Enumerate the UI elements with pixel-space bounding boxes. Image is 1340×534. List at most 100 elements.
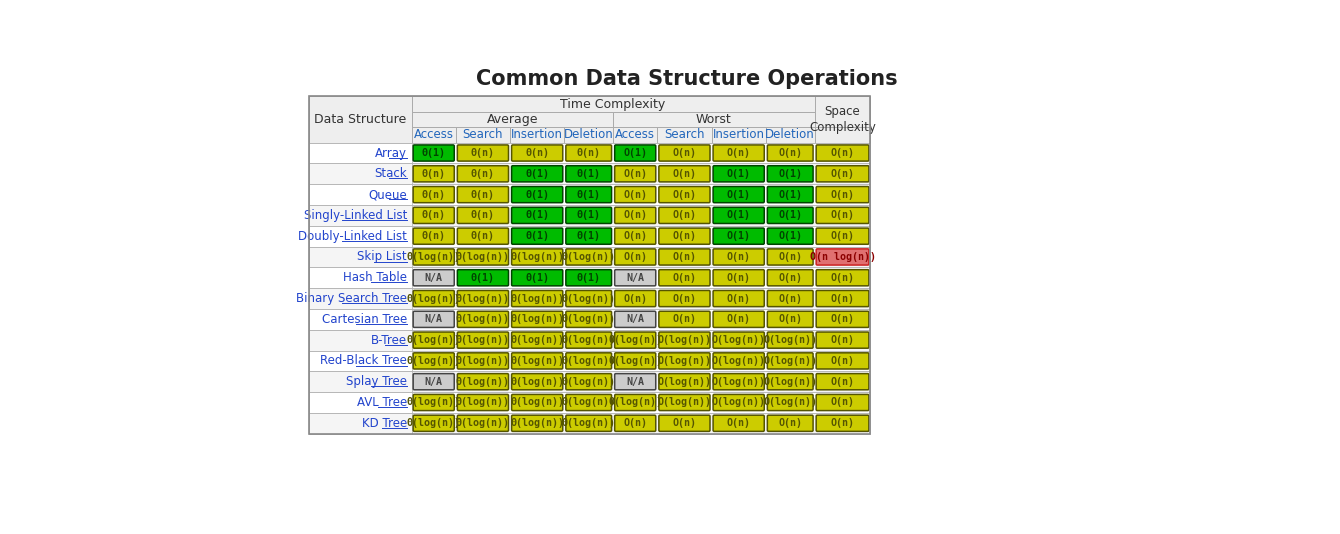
FancyBboxPatch shape xyxy=(816,270,868,286)
Text: Θ(1): Θ(1) xyxy=(576,273,600,283)
FancyBboxPatch shape xyxy=(615,311,655,327)
FancyBboxPatch shape xyxy=(816,395,868,411)
Text: Θ(1): Θ(1) xyxy=(576,190,600,200)
Text: Space
Complexity: Space Complexity xyxy=(809,105,876,134)
Text: O(1): O(1) xyxy=(779,169,803,179)
Text: O(n): O(n) xyxy=(831,169,855,179)
Text: O(n): O(n) xyxy=(623,190,647,200)
FancyBboxPatch shape xyxy=(768,186,813,203)
FancyBboxPatch shape xyxy=(457,332,508,348)
Bar xyxy=(411,112,614,127)
FancyBboxPatch shape xyxy=(713,166,764,182)
Text: O(1): O(1) xyxy=(623,148,647,158)
FancyBboxPatch shape xyxy=(816,353,868,369)
Text: O(n): O(n) xyxy=(726,418,750,428)
FancyBboxPatch shape xyxy=(413,311,454,327)
Text: O(n): O(n) xyxy=(673,294,697,303)
FancyBboxPatch shape xyxy=(713,374,764,390)
FancyBboxPatch shape xyxy=(565,415,611,431)
Bar xyxy=(511,127,564,143)
Text: O(n): O(n) xyxy=(779,294,803,303)
FancyBboxPatch shape xyxy=(615,415,655,431)
Text: O(log(n)): O(log(n)) xyxy=(764,376,817,387)
Bar xyxy=(411,97,815,112)
FancyBboxPatch shape xyxy=(565,249,611,265)
Text: Θ(log(n)): Θ(log(n)) xyxy=(511,335,564,345)
FancyBboxPatch shape xyxy=(713,249,764,265)
FancyBboxPatch shape xyxy=(713,332,764,348)
Text: Θ(1): Θ(1) xyxy=(576,231,600,241)
Text: Time Complexity: Time Complexity xyxy=(560,98,666,111)
Bar xyxy=(308,371,871,392)
Text: Θ(n): Θ(n) xyxy=(422,210,446,221)
FancyBboxPatch shape xyxy=(768,374,813,390)
FancyBboxPatch shape xyxy=(659,353,710,369)
FancyBboxPatch shape xyxy=(413,249,454,265)
Text: Θ(log(n)): Θ(log(n)) xyxy=(511,376,564,387)
Text: Θ(log(n)): Θ(log(n)) xyxy=(511,356,564,366)
FancyBboxPatch shape xyxy=(512,353,563,369)
FancyBboxPatch shape xyxy=(457,249,508,265)
Text: O(log(n)): O(log(n)) xyxy=(764,397,817,407)
Text: O(n): O(n) xyxy=(673,148,697,158)
Text: O(n): O(n) xyxy=(726,252,750,262)
Text: O(n): O(n) xyxy=(673,210,697,221)
FancyBboxPatch shape xyxy=(713,270,764,286)
FancyBboxPatch shape xyxy=(816,332,868,348)
Text: Splay Tree: Splay Tree xyxy=(346,375,407,388)
Text: O(n): O(n) xyxy=(831,231,855,241)
FancyBboxPatch shape xyxy=(713,207,764,223)
FancyBboxPatch shape xyxy=(457,207,508,223)
Text: Θ(n): Θ(n) xyxy=(470,190,494,200)
Text: O(log(n)): O(log(n)) xyxy=(712,376,765,387)
FancyBboxPatch shape xyxy=(615,186,655,203)
FancyBboxPatch shape xyxy=(659,374,710,390)
Text: Θ(1): Θ(1) xyxy=(576,169,600,179)
Text: N/A: N/A xyxy=(626,273,645,283)
FancyBboxPatch shape xyxy=(768,145,813,161)
Text: O(n): O(n) xyxy=(673,273,697,283)
Bar xyxy=(308,163,871,184)
FancyBboxPatch shape xyxy=(413,353,454,369)
FancyBboxPatch shape xyxy=(457,228,508,244)
Text: Θ(log(n)): Θ(log(n)) xyxy=(456,315,511,324)
Text: Θ(log(n)): Θ(log(n)) xyxy=(561,335,615,345)
Text: Θ(log(n)): Θ(log(n)) xyxy=(561,315,615,324)
FancyBboxPatch shape xyxy=(565,374,611,390)
FancyBboxPatch shape xyxy=(565,228,611,244)
FancyBboxPatch shape xyxy=(457,166,508,182)
Text: Access: Access xyxy=(414,128,454,142)
Text: Θ(n): Θ(n) xyxy=(525,148,549,158)
Text: N/A: N/A xyxy=(425,315,442,324)
Text: Θ(1): Θ(1) xyxy=(525,273,549,283)
FancyBboxPatch shape xyxy=(659,186,710,203)
Text: Θ(log(n)): Θ(log(n)) xyxy=(456,252,511,262)
FancyBboxPatch shape xyxy=(713,290,764,307)
Text: O(log(n)): O(log(n)) xyxy=(658,376,712,387)
FancyBboxPatch shape xyxy=(413,228,454,244)
FancyBboxPatch shape xyxy=(413,290,454,307)
FancyBboxPatch shape xyxy=(615,290,655,307)
FancyBboxPatch shape xyxy=(512,311,563,327)
FancyBboxPatch shape xyxy=(768,228,813,244)
FancyBboxPatch shape xyxy=(565,270,611,286)
FancyBboxPatch shape xyxy=(413,207,454,223)
FancyBboxPatch shape xyxy=(565,186,611,203)
Text: Θ(log(n)): Θ(log(n)) xyxy=(456,356,511,366)
FancyBboxPatch shape xyxy=(565,311,611,327)
Text: Θ(1): Θ(1) xyxy=(525,210,549,221)
Text: Θ(1): Θ(1) xyxy=(525,190,549,200)
FancyBboxPatch shape xyxy=(565,332,611,348)
Text: O(n): O(n) xyxy=(726,148,750,158)
FancyBboxPatch shape xyxy=(615,332,655,348)
Text: Θ(log(n)): Θ(log(n)) xyxy=(561,418,615,428)
Text: Θ(log(n)): Θ(log(n)) xyxy=(407,252,461,262)
FancyBboxPatch shape xyxy=(659,415,710,431)
Bar xyxy=(308,184,871,205)
Text: Θ(log(n)): Θ(log(n)) xyxy=(511,315,564,324)
FancyBboxPatch shape xyxy=(413,332,454,348)
Text: Insertion: Insertion xyxy=(511,128,563,142)
Text: Θ(log(n)): Θ(log(n)) xyxy=(456,376,511,387)
FancyBboxPatch shape xyxy=(457,353,508,369)
Text: Data Structure: Data Structure xyxy=(314,113,406,126)
